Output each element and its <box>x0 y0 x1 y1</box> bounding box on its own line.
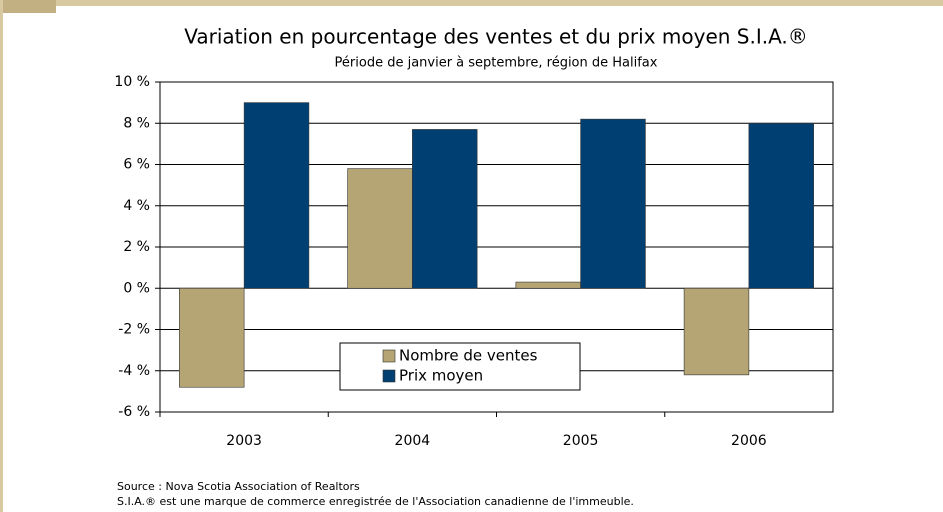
source: Source : Nova Scotia Association of Real… <box>117 480 360 493</box>
bar <box>748 122 814 289</box>
x-tick-label: 2006 <box>731 433 767 449</box>
legend-label: Prix moyen <box>399 367 483 385</box>
legend-label: Nombre de ventes <box>399 347 538 365</box>
bar <box>243 102 310 289</box>
x-tick-label: 2004 <box>395 433 431 449</box>
legend-swatch <box>382 369 396 383</box>
legend-box <box>339 342 581 391</box>
left-border <box>0 0 3 512</box>
y-tick-label: 2 % <box>123 239 150 255</box>
bar <box>412 129 478 289</box>
chart-subtitle: Période de janvier à septembre, région d… <box>335 56 658 71</box>
y-tick-label: 4 % <box>123 198 150 214</box>
corner-block <box>0 0 56 13</box>
y-tick-label: -4 % <box>118 363 150 379</box>
chart-title: Variation en pourcentage des ventes et d… <box>184 25 808 49</box>
y-tick-label: 0 % <box>123 280 150 296</box>
x-tick-label: 2005 <box>563 433 599 449</box>
legend-swatch <box>382 349 396 363</box>
x-tick-label: 2003 <box>226 433 262 449</box>
bar <box>683 287 750 376</box>
bar <box>179 287 245 388</box>
y-tick-label: 8 % <box>123 115 150 131</box>
bar <box>515 281 581 289</box>
bar <box>580 118 646 289</box>
bar <box>347 168 413 289</box>
y-tick-label: 10 % <box>114 74 150 90</box>
note: S.I.A.® est une marque de commerce enreg… <box>117 495 634 508</box>
plot-frame <box>159 81 834 413</box>
y-tick-label: -6 % <box>118 404 150 420</box>
y-tick-label: -2 % <box>118 322 150 338</box>
top-border <box>0 0 943 6</box>
y-tick-label: 6 % <box>123 157 150 173</box>
